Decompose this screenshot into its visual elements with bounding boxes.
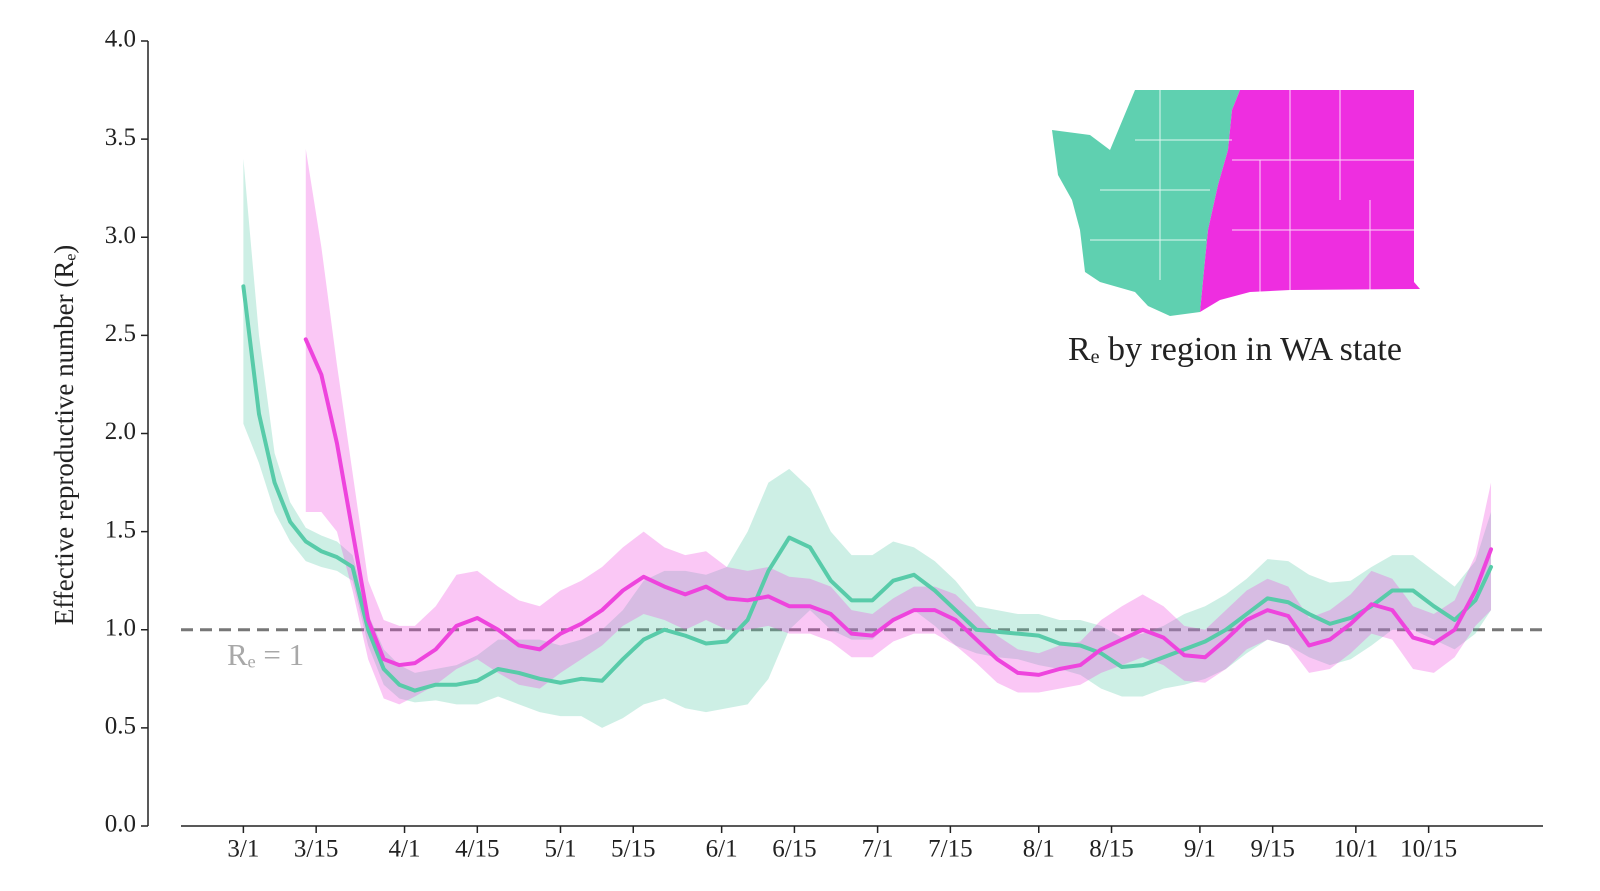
x-tick-label: 5/1 (545, 836, 577, 863)
x-tick-label: 8/15 (1089, 836, 1133, 863)
y-axis-label: Effective reproductive number (Rₑ) (49, 245, 79, 626)
y-tick-label: 0.0 (105, 811, 136, 838)
confidence-band (243, 158, 1492, 728)
x-tick-label: 8/1 (1023, 836, 1055, 863)
map-caption: Rₑ by region in WA state (1068, 331, 1402, 368)
y-tick-label: 1.0 (105, 614, 136, 641)
x-tick-label: 3/1 (227, 836, 259, 863)
eastern-region (1200, 90, 1420, 312)
y-tick-label: 2.0 (105, 418, 136, 445)
x-tick-label: 7/15 (928, 836, 972, 863)
x-tick-label: 9/15 (1250, 836, 1294, 863)
x-tick-label: 4/15 (455, 836, 499, 863)
confidence-band (305, 148, 1492, 705)
y-tick-label: 1.5 (105, 516, 136, 543)
x-tick-label: 4/1 (389, 836, 421, 863)
reference-label: Rₑ = 1 (227, 637, 304, 672)
y-tick-label: 0.5 (105, 713, 136, 740)
x-tick-label: 10/15 (1400, 836, 1457, 863)
x-tick-label: 5/15 (611, 836, 655, 863)
x-tick-label: 6/15 (772, 836, 816, 863)
x-tick-label: 6/1 (706, 836, 738, 863)
x-tick-label: 3/15 (294, 836, 338, 863)
western-region (1052, 90, 1240, 316)
y-tick-label: 3.5 (105, 124, 136, 151)
series-line (303, 337, 1494, 677)
county-lines (1090, 90, 1414, 292)
x-tick-label: 10/1 (1334, 836, 1378, 863)
y-tick-label: 3.0 (105, 222, 136, 249)
x-tick-label: 7/1 (862, 836, 894, 863)
series-line (241, 284, 1494, 693)
y-tick-label: 4.0 (105, 26, 136, 53)
wa-map (1052, 90, 1420, 316)
y-tick-label: 2.5 (105, 320, 136, 347)
x-tick-label: 9/1 (1184, 836, 1216, 863)
